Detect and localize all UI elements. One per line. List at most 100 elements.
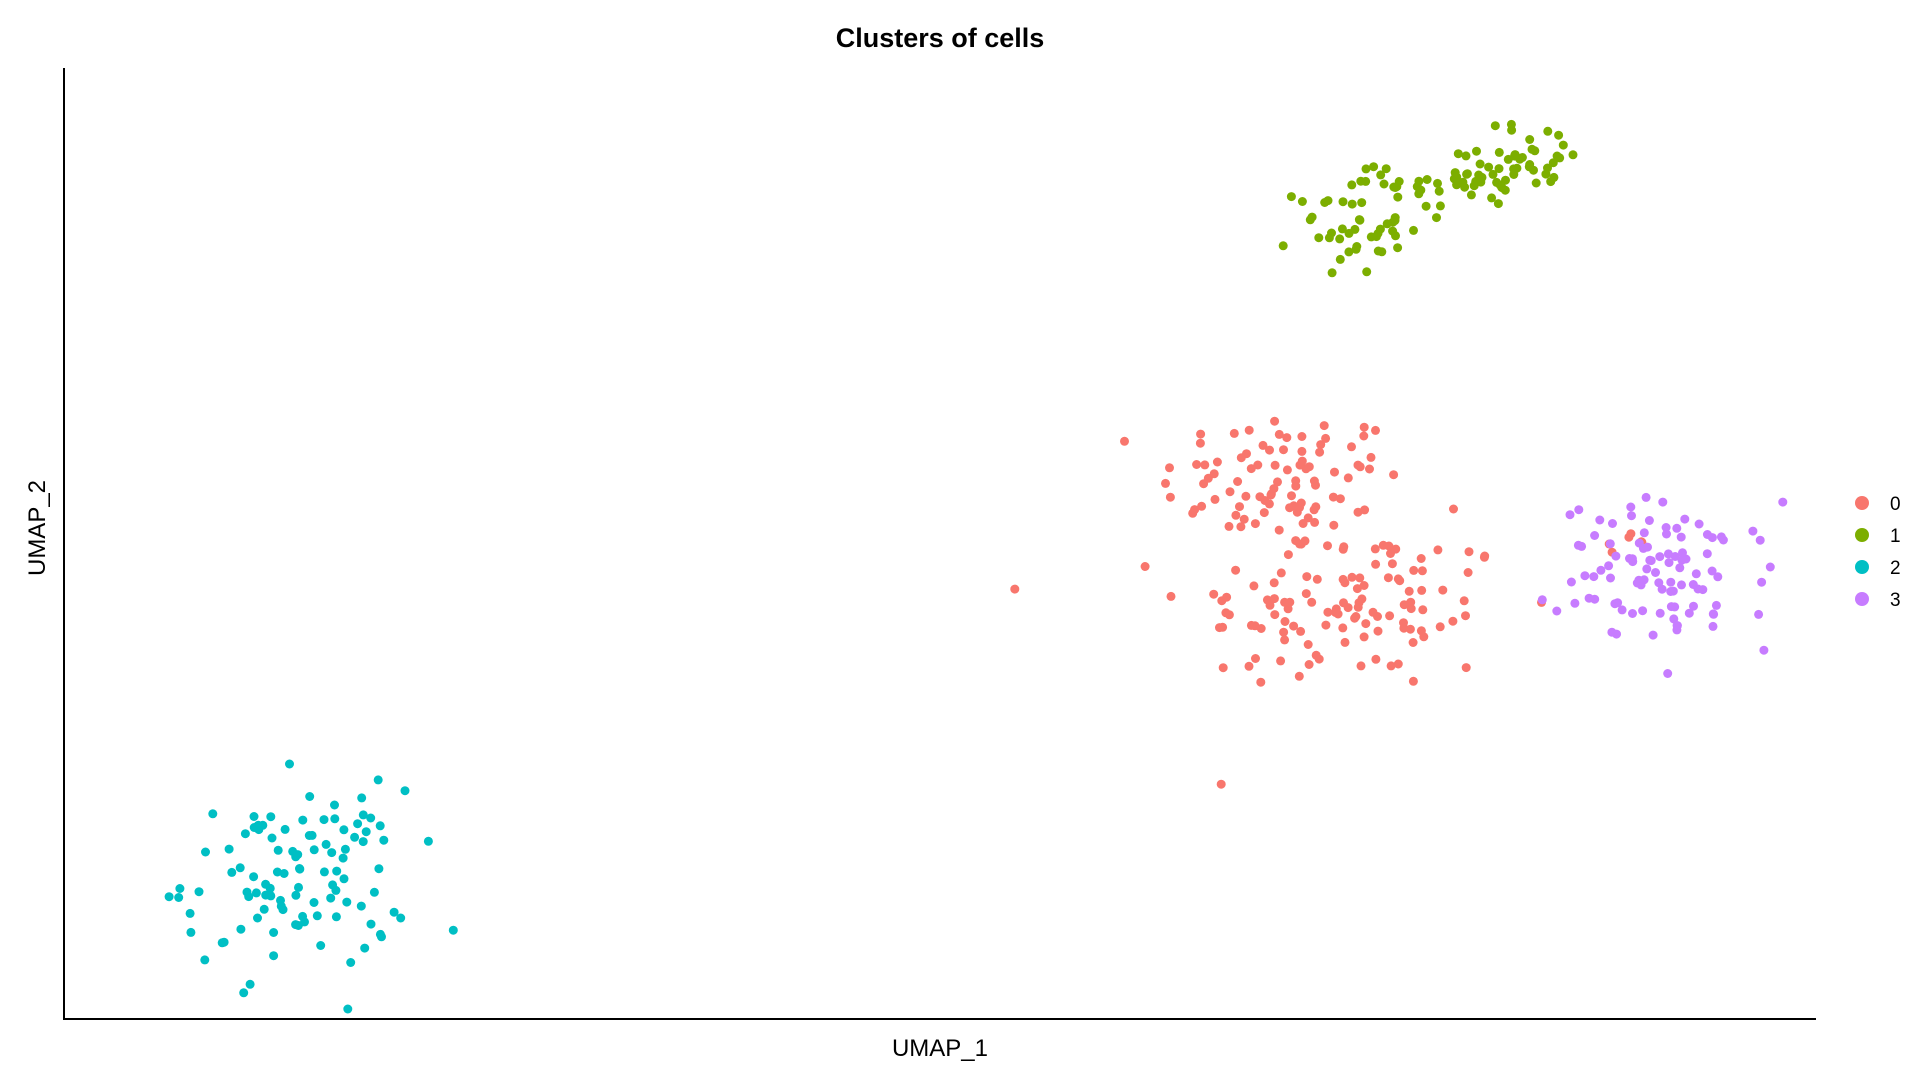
point-cluster-0	[1270, 460, 1280, 470]
point-cluster-1	[1361, 164, 1371, 174]
point-cluster-2	[265, 883, 275, 893]
point-cluster-3	[1552, 606, 1562, 616]
point-cluster-2	[448, 925, 458, 935]
point-cluster-0	[1209, 469, 1219, 479]
point-cluster-0	[1419, 632, 1429, 642]
point-cluster-0	[1280, 617, 1290, 626]
point-cluster-2	[343, 1004, 353, 1014]
chart-title: Clusters of cells	[836, 23, 1045, 53]
point-cluster-0	[1340, 637, 1350, 647]
point-cluster-0	[1361, 619, 1371, 629]
point-cluster-2	[239, 988, 249, 998]
point-cluster-2	[375, 929, 385, 939]
point-cluster-1	[1568, 150, 1578, 160]
point-cluster-0	[1347, 442, 1356, 452]
point-cluster-2	[361, 827, 371, 837]
point-cluster-0	[1347, 572, 1357, 582]
point-cluster-3	[1566, 577, 1576, 587]
point-cluster-1	[1501, 175, 1510, 185]
point-cluster-1	[1335, 254, 1345, 264]
point-cluster-2	[259, 904, 269, 914]
point-cluster-0	[1251, 654, 1260, 663]
point-cluster-2	[272, 867, 282, 877]
point-cluster-0	[1295, 502, 1304, 512]
point-cluster-1	[1286, 192, 1296, 202]
point-cluster-2	[400, 786, 410, 796]
point-cluster-2	[331, 912, 341, 922]
point-cluster-3	[1565, 510, 1575, 520]
point-cluster-1	[1355, 215, 1365, 225]
point-cluster-0	[1316, 440, 1326, 450]
point-cluster-0	[1319, 421, 1329, 431]
point-cluster-0	[1359, 422, 1369, 432]
point-cluster-0	[1280, 597, 1290, 607]
point-cluster-0	[1304, 462, 1314, 472]
point-cluster-0	[1274, 429, 1284, 439]
point-cluster-0	[1200, 460, 1210, 470]
point-cluster-0	[1270, 416, 1280, 426]
point-cluster-2	[253, 820, 263, 830]
point-cluster-0	[1287, 491, 1296, 501]
point-cluster-2	[249, 812, 259, 821]
point-cluster-1	[1461, 151, 1471, 161]
point-cluster-1	[1500, 185, 1510, 195]
point-cluster-2	[356, 901, 366, 911]
point-cluster-1	[1549, 172, 1559, 182]
point-cluster-2	[267, 833, 277, 843]
point-cluster-1	[1484, 162, 1494, 172]
point-cluster-0	[1297, 446, 1307, 456]
point-cluster-1	[1381, 164, 1391, 174]
point-cluster-1	[1414, 176, 1424, 186]
point-cluster-0	[1235, 502, 1244, 512]
point-cluster-3	[1648, 630, 1658, 640]
point-cluster-0	[1255, 492, 1265, 502]
point-cluster-1	[1492, 177, 1502, 187]
point-cluster-2	[164, 892, 174, 902]
point-cluster-2	[201, 847, 210, 857]
point-cluster-2	[280, 824, 290, 834]
point-cluster-0	[1161, 478, 1170, 488]
point-cluster-3	[1698, 585, 1708, 595]
point-cluster-3	[1670, 602, 1680, 612]
point-cluster-3	[1628, 609, 1637, 618]
point-cluster-1	[1324, 233, 1334, 243]
point-cluster-3	[1684, 608, 1694, 618]
point-cluster-2	[389, 907, 399, 917]
point-cluster-0	[1269, 594, 1279, 604]
point-cluster-0	[1010, 584, 1020, 594]
point-cluster-0	[1249, 581, 1259, 591]
point-cluster-3	[1626, 502, 1636, 512]
point-cluster-0	[1310, 517, 1320, 527]
point-cluster-0	[1371, 654, 1381, 664]
legend-label-3: 3	[1890, 590, 1901, 611]
point-cluster-3	[1707, 533, 1717, 543]
point-cluster-1	[1434, 186, 1444, 196]
point-cluster-0	[1289, 621, 1299, 631]
point-cluster-2	[219, 937, 229, 947]
point-cluster-2	[291, 890, 301, 900]
point-cluster-0	[1236, 522, 1246, 532]
point-cluster-3	[1605, 539, 1615, 549]
point-cluster-0	[1165, 492, 1175, 502]
point-cluster-0	[1276, 656, 1286, 666]
point-cluster-3	[1702, 549, 1712, 559]
point-cluster-0	[1273, 477, 1282, 487]
point-cluster-1	[1472, 146, 1481, 156]
point-cluster-0	[1315, 447, 1325, 457]
point-cluster-2	[304, 831, 314, 840]
y-axis-label: UMAP_2	[24, 480, 51, 576]
point-cluster-0	[1370, 544, 1380, 554]
series-2	[164, 759, 458, 1014]
point-cluster-1	[1494, 147, 1504, 157]
legend-label-2: 2	[1890, 558, 1901, 579]
point-cluster-1	[1435, 201, 1445, 211]
point-cluster-0	[1283, 550, 1293, 560]
point-cluster-0	[1304, 660, 1314, 669]
point-cluster-0	[1311, 480, 1320, 490]
point-cluster-3	[1657, 584, 1667, 594]
point-cluster-1	[1517, 153, 1527, 162]
point-cluster-0	[1279, 445, 1288, 455]
point-cluster-0	[1359, 581, 1369, 590]
series-0	[1010, 416, 1647, 789]
